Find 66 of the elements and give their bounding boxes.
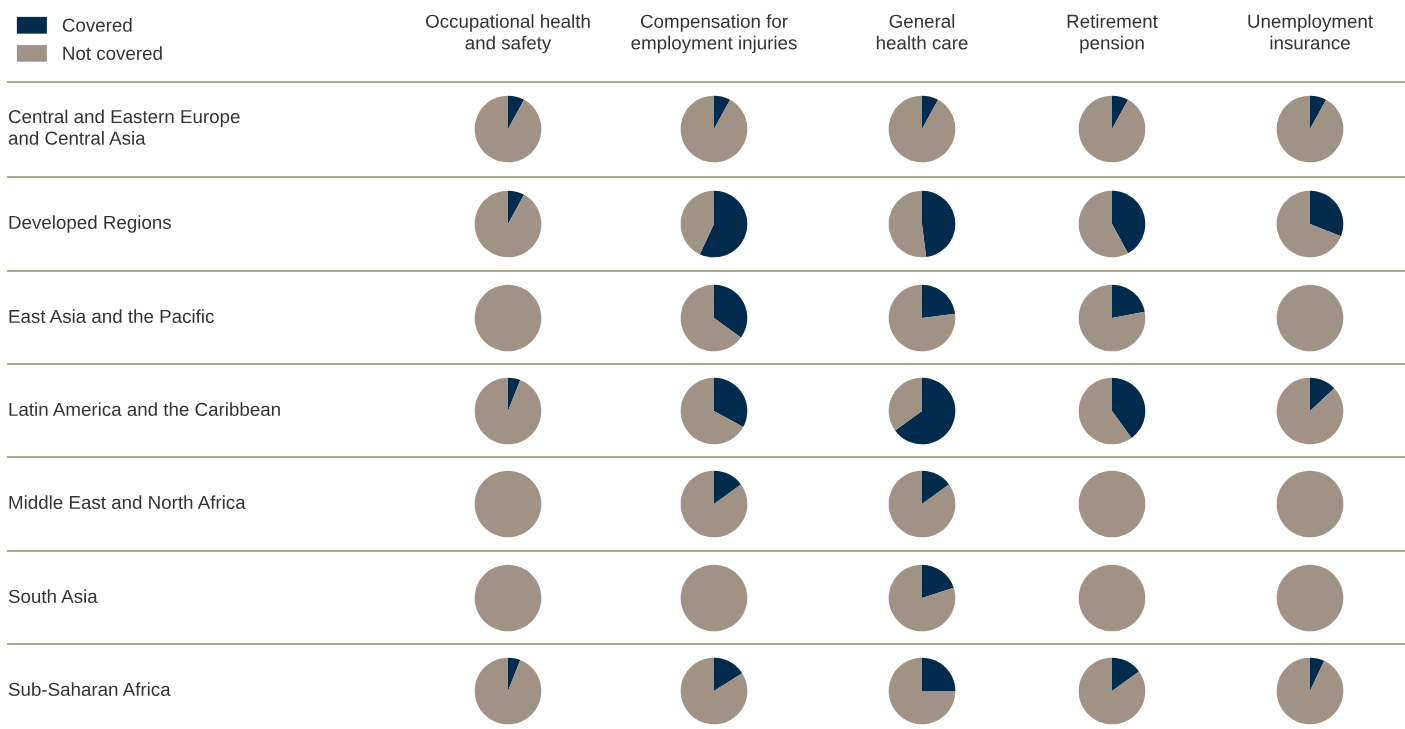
- pie-slice: [1078, 284, 1146, 352]
- chart-title: General health care: [876, 14, 968, 50]
- pie-slice: [1310, 190, 1344, 237]
- pie-slice: [922, 284, 956, 318]
- pie-slice: [922, 657, 956, 691]
- pie-slice: [680, 190, 714, 255]
- chart-title: Unemployment insurance: [1248, 14, 1373, 50]
- pie-slice: [508, 377, 521, 411]
- pie-slice: [922, 95, 939, 129]
- chart-title: Compensation for employment injuries: [631, 14, 797, 54]
- pie-slice: [714, 95, 731, 129]
- pie-slice: [1112, 377, 1146, 438]
- pie-slice: [714, 657, 743, 691]
- pie-slice: [508, 657, 521, 691]
- pie-slice: [1078, 377, 1132, 445]
- pie-slice: [699, 190, 748, 258]
- pie-slice: [1078, 190, 1129, 258]
- pie-slice: [922, 470, 949, 504]
- pie-slice: [680, 470, 748, 538]
- pie-slice: [1276, 190, 1341, 258]
- text: East Asia and the Pacific: [9, 309, 214, 324]
- chart-title: Retirement pension: [1067, 14, 1158, 54]
- pie-slice: [1112, 284, 1145, 318]
- pie-slice: [1112, 190, 1146, 254]
- text: Central and Eastern Europe and Central Asia: [8, 109, 240, 145]
- text: Latin America and the Caribbean: [9, 402, 280, 417]
- pie-slice: [1276, 95, 1344, 163]
- pie-slice: [714, 377, 748, 428]
- pie-slice: [888, 564, 956, 632]
- pie-slice: [1310, 657, 1325, 691]
- pie-slice: [888, 377, 922, 431]
- pie-slice: [474, 190, 542, 258]
- pie-slice: [888, 190, 927, 258]
- pie-slice: [888, 95, 956, 163]
- pie-slice: [680, 377, 744, 445]
- legend-label: Not covered: [63, 46, 162, 60]
- pie-slice: [1112, 657, 1139, 691]
- pie-slice: [474, 657, 542, 725]
- pie-slice: [1276, 657, 1344, 725]
- legend-label: Covered: [62, 18, 132, 32]
- pie-slice: [508, 95, 525, 129]
- pie-slice: [922, 564, 954, 598]
- pie-slice: [714, 470, 741, 504]
- pie-slice: [474, 95, 542, 163]
- pie-slice: [1310, 377, 1335, 411]
- chart-title: Occupational health and safety: [426, 14, 590, 54]
- pie-slice: [1112, 95, 1129, 129]
- pie-slice: [508, 190, 525, 224]
- pie-slice: [922, 190, 956, 258]
- pie-slice: [888, 470, 956, 538]
- text: Developed Regions: [9, 215, 171, 233]
- pie-slice: [474, 377, 542, 445]
- pie-slice: [1276, 377, 1344, 445]
- pie-slice: [1078, 657, 1146, 725]
- text: Sub-Saharan Africa: [8, 682, 171, 697]
- pie-slice: [680, 95, 748, 163]
- text: South Asia: [8, 589, 98, 604]
- pie-slice: [895, 377, 956, 445]
- pie-slice: [680, 284, 741, 352]
- pie-slice: [1078, 95, 1146, 163]
- pie-slice: [888, 284, 956, 352]
- pie-slice: [680, 657, 748, 725]
- pie-slice: [1310, 95, 1327, 129]
- pie-slice: [888, 657, 956, 725]
- text: Middle East and North Africa: [9, 495, 246, 510]
- pie-slice: [714, 284, 748, 338]
